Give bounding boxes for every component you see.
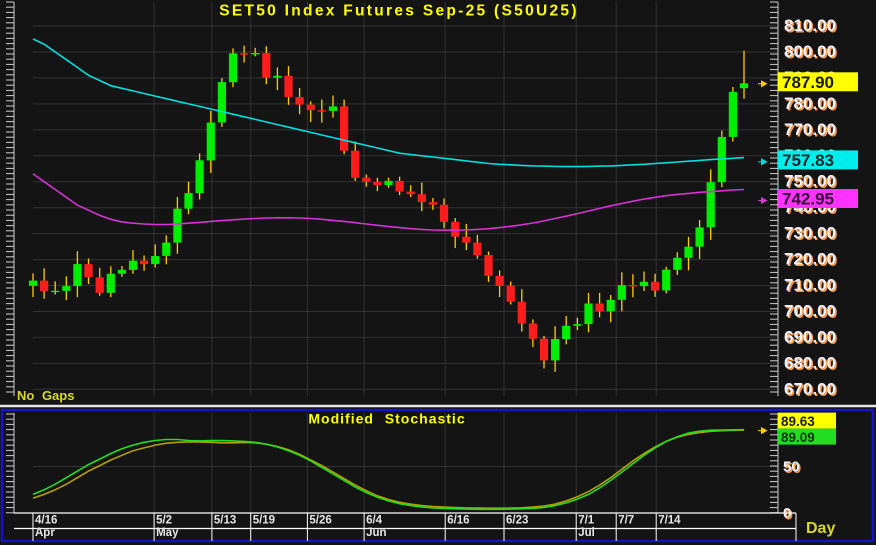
svg-text:7/14: 7/14 — [658, 515, 681, 527]
svg-text:757.83: 757.83 — [782, 151, 834, 170]
svg-text:6/16: 6/16 — [447, 515, 469, 527]
svg-text:787.90: 787.90 — [782, 73, 834, 92]
svg-text:No Gaps: No Gaps — [17, 388, 74, 403]
svg-text:Day: Day — [806, 520, 835, 537]
svg-text:5/13: 5/13 — [214, 515, 236, 527]
svg-text:Modified Stochastic: Modified Stochastic — [308, 411, 465, 427]
svg-text:770.00: 770.00 — [784, 120, 836, 139]
svg-text:6/23: 6/23 — [506, 515, 528, 527]
svg-text:89.09: 89.09 — [781, 430, 815, 445]
svg-text:670.00: 670.00 — [784, 379, 836, 398]
svg-text:720.00: 720.00 — [784, 250, 836, 269]
svg-text:700.00: 700.00 — [784, 302, 836, 321]
svg-text:6/4: 6/4 — [366, 515, 383, 527]
svg-text:May: May — [156, 527, 179, 539]
svg-text:Jun: Jun — [366, 527, 386, 539]
svg-text:800.00: 800.00 — [784, 42, 836, 61]
svg-text:710.00: 710.00 — [784, 276, 836, 295]
svg-text:742.95: 742.95 — [782, 190, 834, 209]
svg-text:89.63: 89.63 — [781, 414, 815, 429]
svg-text:680.00: 680.00 — [784, 353, 836, 372]
svg-text:5/19: 5/19 — [253, 515, 275, 527]
svg-text:5/26: 5/26 — [309, 515, 331, 527]
svg-text:5/2: 5/2 — [156, 515, 172, 527]
svg-text:50: 50 — [783, 459, 800, 476]
svg-text:4/16: 4/16 — [35, 515, 57, 527]
svg-text:Jul: Jul — [578, 527, 595, 539]
svg-text:750.00: 750.00 — [784, 172, 836, 191]
svg-text:7/1: 7/1 — [578, 515, 595, 527]
svg-text:810.00: 810.00 — [784, 16, 836, 35]
svg-text:SET50 Index Futures Sep-25: SET50 Index Futures Sep-25 (S50U25) — [219, 3, 579, 20]
svg-text:730.00: 730.00 — [784, 224, 836, 243]
svg-text:690.00: 690.00 — [784, 327, 836, 346]
svg-text:Apr: Apr — [35, 527, 55, 539]
svg-text:780.00: 780.00 — [784, 94, 836, 113]
svg-text:7/7: 7/7 — [618, 515, 634, 527]
